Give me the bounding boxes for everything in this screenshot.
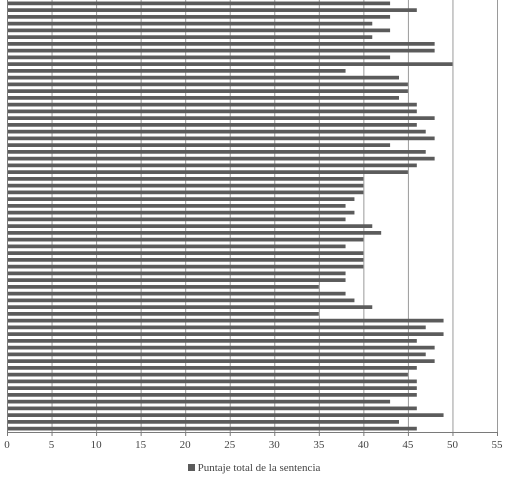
bar (7, 82, 408, 87)
bar (7, 271, 346, 276)
bar (7, 210, 355, 215)
bar (7, 379, 417, 384)
bar (7, 69, 346, 73)
bar (7, 237, 364, 242)
bar (7, 163, 417, 168)
x-tick-label: 40 (358, 439, 370, 451)
legend-label: Puntaje total de la sentencia (197, 462, 321, 474)
bar (7, 62, 453, 66)
bar (7, 156, 435, 161)
bar (7, 231, 382, 235)
bar (7, 177, 364, 181)
bar (7, 123, 417, 127)
x-tick-label: 30 (269, 439, 281, 451)
x-tick-label: 10 (91, 439, 103, 451)
bar (7, 258, 364, 262)
bar (7, 96, 399, 100)
x-tick-label: 0 (4, 439, 10, 451)
bar (7, 339, 417, 343)
bar (7, 332, 444, 336)
bar (7, 129, 426, 134)
bar (7, 251, 364, 255)
x-tick-label: 15 (135, 439, 147, 451)
bar (7, 28, 391, 33)
bar (7, 150, 426, 154)
bar (7, 116, 435, 120)
bar (7, 15, 391, 19)
x-tick-label: 55 (492, 439, 504, 451)
bar (7, 8, 417, 12)
bar (7, 264, 364, 269)
x-tick-label: 5 (49, 439, 55, 451)
bar (7, 197, 355, 201)
bar (7, 217, 346, 222)
bar (7, 35, 373, 39)
bar (7, 102, 417, 107)
bar (7, 109, 417, 114)
bar (7, 75, 399, 80)
bar (7, 89, 408, 93)
bar (7, 366, 417, 370)
bar (7, 170, 408, 174)
bar (7, 224, 373, 228)
bar (7, 312, 319, 316)
bar (7, 413, 444, 417)
bar (7, 420, 399, 424)
legend-swatch (187, 463, 195, 471)
bar (7, 426, 417, 431)
bar (7, 55, 391, 60)
bar (7, 136, 435, 141)
bar (7, 406, 417, 411)
bar (7, 278, 346, 282)
x-tick-label: 45 (402, 439, 414, 451)
bar (7, 143, 391, 147)
bar (7, 359, 435, 363)
bar (7, 1, 391, 6)
bar (7, 21, 373, 26)
x-tick-label: 20 (180, 439, 192, 451)
x-tick-label: 35 (313, 439, 325, 451)
bar (7, 291, 346, 296)
x-tick-label: 25 (224, 439, 236, 451)
bar (7, 325, 426, 330)
bar (7, 183, 364, 188)
bar (7, 399, 391, 404)
bar (7, 345, 435, 350)
bar (7, 204, 346, 208)
bar (7, 393, 417, 397)
bar (7, 285, 319, 289)
bar (7, 48, 435, 53)
bar (7, 318, 444, 323)
bar (7, 372, 408, 377)
bar (7, 305, 373, 309)
x-tick-label: 50 (447, 439, 459, 451)
bar (7, 386, 417, 390)
legend: Puntaje total de la sentencia (0, 462, 508, 474)
bar (7, 298, 355, 303)
bar (7, 42, 435, 46)
bar (7, 190, 364, 195)
bar (7, 244, 346, 249)
bar (7, 352, 426, 357)
